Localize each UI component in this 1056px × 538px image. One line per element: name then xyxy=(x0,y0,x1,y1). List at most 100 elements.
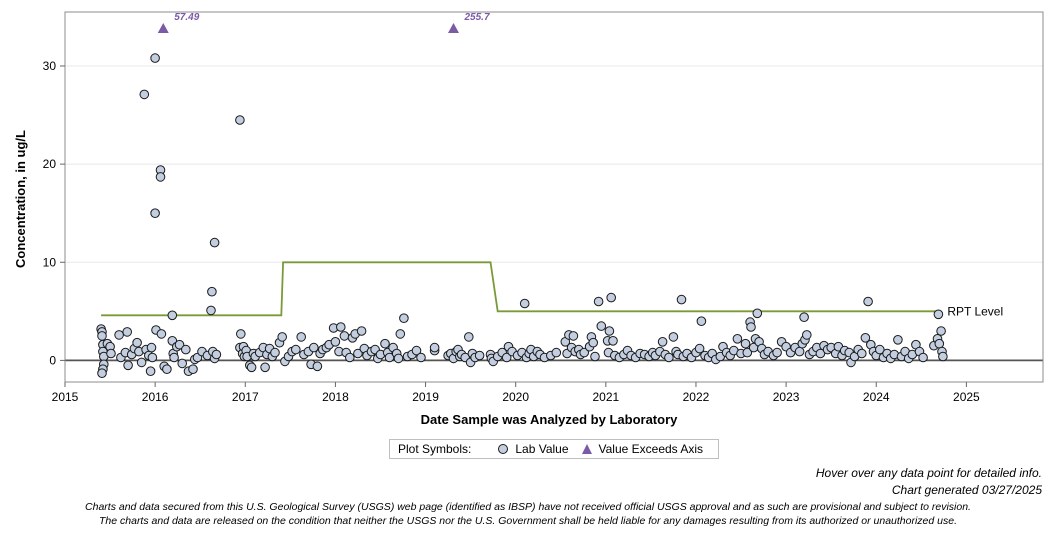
lab-value-point[interactable] xyxy=(857,348,867,359)
lab-value-point[interactable] xyxy=(150,53,160,63)
lab-value-point[interactable] xyxy=(568,331,579,341)
lab-value-point[interactable] xyxy=(732,334,743,344)
lab-value-point[interactable] xyxy=(330,337,341,347)
lab-value-point[interactable] xyxy=(863,296,873,307)
lab-value-point[interactable] xyxy=(147,352,158,363)
lab-value-point[interactable] xyxy=(918,352,928,363)
lab-value-point[interactable] xyxy=(114,330,124,340)
lab-value-point[interactable] xyxy=(139,89,150,100)
lab-value-point[interactable] xyxy=(235,115,245,125)
lab-value-point[interactable] xyxy=(270,347,280,358)
lab-value-point[interactable] xyxy=(416,352,426,363)
lab-value-point[interactable] xyxy=(145,366,156,377)
lab-value-point[interactable] xyxy=(207,286,217,297)
lab-value-point[interactable] xyxy=(132,337,142,348)
lab-value-point[interactable] xyxy=(122,327,132,337)
y-tick-label-30: 30 xyxy=(43,59,57,73)
legend-label-lab-value: Lab Value xyxy=(515,442,569,456)
lab-value-point[interactable] xyxy=(746,322,756,332)
lab-value-point[interactable] xyxy=(593,296,604,307)
lab-value-point[interactable] xyxy=(395,329,406,339)
lab-value-point[interactable] xyxy=(399,313,409,324)
y-tick-label-0: 0 xyxy=(49,353,56,367)
lab-value-point[interactable] xyxy=(474,350,485,361)
lab-value-point[interactable] xyxy=(150,208,160,218)
lab-value-point[interactable] xyxy=(752,308,763,319)
lab-value-point[interactable] xyxy=(588,337,599,348)
lab-value-point[interactable] xyxy=(97,368,107,379)
lab-value-point[interactable] xyxy=(579,347,590,358)
lab-value-point[interactable] xyxy=(169,352,179,363)
lab-value-point[interactable] xyxy=(336,322,346,332)
disclaimer-line-2: The charts and data are released on the … xyxy=(99,515,957,527)
lab-value-point[interactable] xyxy=(938,351,948,362)
lab-value-point[interactable] xyxy=(309,342,319,353)
lab-value-point[interactable] xyxy=(97,331,107,341)
lab-value-point[interactable] xyxy=(136,357,147,368)
lab-value-point[interactable] xyxy=(411,345,422,356)
lab-value-point[interactable] xyxy=(353,348,363,359)
lab-value-point[interactable] xyxy=(296,332,307,342)
lab-value-point[interactable] xyxy=(933,309,944,320)
lab-value-point[interactable] xyxy=(590,351,600,362)
x-tick-label-2017: 2017 xyxy=(232,390,259,404)
lab-value-point[interactable] xyxy=(608,336,618,346)
lab-value-point[interactable] xyxy=(429,342,440,353)
exceeds-axis-triangle[interactable] xyxy=(447,23,459,33)
lab-value-point[interactable] xyxy=(246,362,257,373)
lab-value-point[interactable] xyxy=(260,362,270,373)
lab-value-point[interactable] xyxy=(277,332,288,342)
lab-value-point[interactable] xyxy=(740,338,751,349)
lab-value-point[interactable] xyxy=(860,333,871,343)
lab-value-point[interactable] xyxy=(551,347,562,358)
lab-value-point[interactable] xyxy=(794,346,805,357)
lab-value-point[interactable] xyxy=(893,335,903,345)
lab-value-point[interactable] xyxy=(380,338,390,349)
lab-value-point[interactable] xyxy=(875,344,885,355)
lab-value-point[interactable] xyxy=(339,331,350,341)
lab-value-point[interactable] xyxy=(519,298,530,309)
lab-value-point[interactable] xyxy=(815,348,826,359)
exceeds-axis-triangle[interactable] xyxy=(157,23,169,33)
lab-value-point[interactable] xyxy=(464,332,474,342)
lab-value-point[interactable] xyxy=(123,360,133,371)
lab-value-point[interactable] xyxy=(668,332,679,342)
y-tick-label-10: 10 xyxy=(43,255,57,269)
lab-value-point[interactable] xyxy=(106,348,116,359)
lab-value-point[interactable] xyxy=(162,364,172,375)
lab-value-point[interactable] xyxy=(696,316,707,327)
lab-value-point[interactable] xyxy=(501,352,512,363)
lab-value-point[interactable] xyxy=(356,326,367,336)
lab-value-points[interactable] xyxy=(96,53,948,379)
lab-value-point[interactable] xyxy=(936,326,946,336)
lab-value-point[interactable] xyxy=(174,339,185,350)
lab-value-point[interactable] xyxy=(393,353,404,364)
lab-value-point[interactable] xyxy=(177,358,187,369)
lab-value-point[interactable] xyxy=(291,344,301,355)
lab-value-point[interactable] xyxy=(799,312,809,323)
lab-value-point[interactable] xyxy=(772,347,782,358)
lab-value-point[interactable] xyxy=(206,305,216,316)
lab-value-point[interactable] xyxy=(604,326,615,336)
lab-value-point[interactable] xyxy=(345,352,355,363)
lab-value-point[interactable] xyxy=(694,343,705,354)
lab-value-point[interactable] xyxy=(657,337,668,347)
lab-value-point[interactable] xyxy=(312,361,323,372)
lab-value-point[interactable] xyxy=(211,349,222,360)
lab-value-point[interactable] xyxy=(188,364,198,375)
exceeds-axis-markers[interactable]: 57.49 255.7 xyxy=(157,12,490,33)
lab-value-point[interactable] xyxy=(742,347,753,358)
lab-value-point[interactable] xyxy=(209,237,220,248)
lab-value-point[interactable] xyxy=(156,329,167,339)
lab-value-point[interactable] xyxy=(606,292,617,303)
lab-value-point[interactable] xyxy=(155,172,166,182)
lab-value-point[interactable] xyxy=(167,310,178,321)
lab-value-point[interactable] xyxy=(181,344,191,355)
lab-value-point[interactable] xyxy=(664,352,674,363)
lab-value-point[interactable] xyxy=(802,330,812,340)
lab-value-point[interactable] xyxy=(236,329,246,339)
lab-value-point[interactable] xyxy=(596,321,607,331)
lab-value-point[interactable] xyxy=(934,338,945,349)
lab-value-point[interactable] xyxy=(676,294,687,305)
lab-value-point[interactable] xyxy=(146,342,157,353)
